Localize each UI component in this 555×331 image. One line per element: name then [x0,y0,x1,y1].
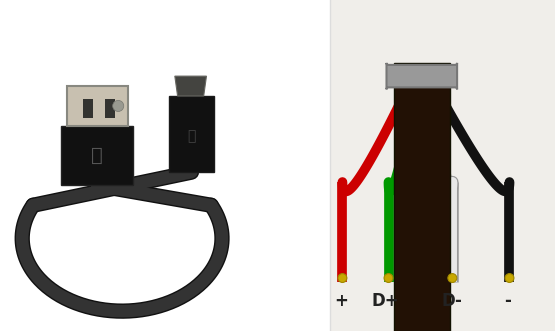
Bar [394,63,450,331]
Text: -: - [504,292,511,310]
FancyBboxPatch shape [386,63,457,89]
Text: ⎙: ⎙ [187,129,196,143]
Polygon shape [175,76,206,96]
Bar [83,99,93,118]
Circle shape [384,274,393,282]
Bar [330,0,555,331]
Text: D+: D+ [372,292,400,310]
Bar [0,0,330,331]
Text: +: + [334,292,349,310]
Polygon shape [61,126,133,185]
Circle shape [505,274,514,282]
Text: D-: D- [442,292,463,310]
Circle shape [113,100,124,112]
Polygon shape [67,86,128,126]
Circle shape [448,274,457,282]
Polygon shape [169,96,214,172]
Text: ⎙: ⎙ [91,146,103,165]
Bar [105,99,115,118]
Circle shape [338,274,347,282]
